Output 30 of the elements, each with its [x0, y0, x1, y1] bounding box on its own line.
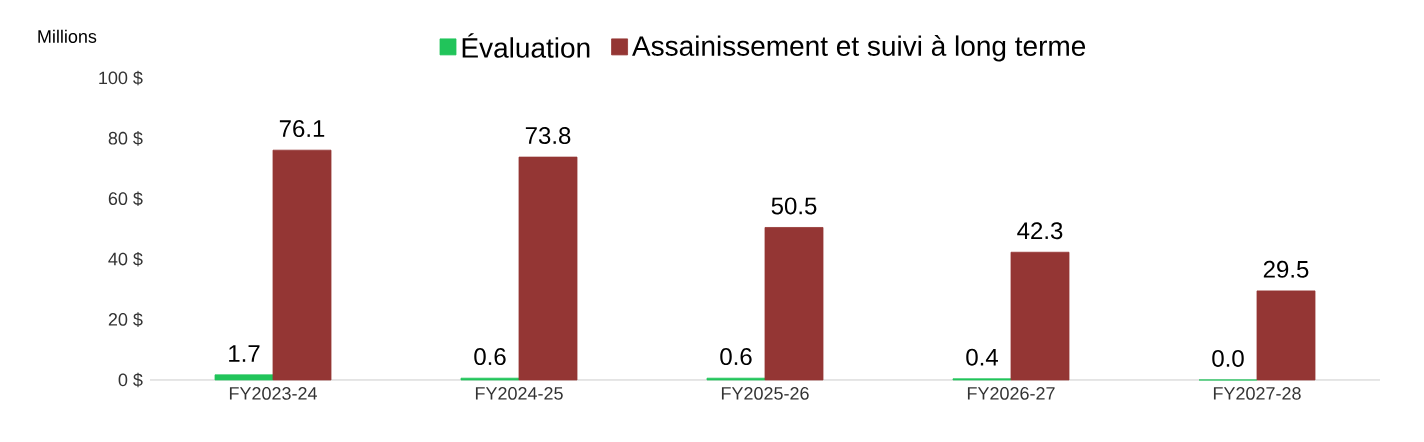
data-label: 42.3 — [1017, 222, 1063, 240]
bar — [272, 149, 332, 381]
bar — [764, 227, 824, 381]
data-label: 50.5 — [771, 197, 817, 215]
legend-label: Assainissement et suivi à long terme — [632, 35, 1086, 62]
data-label: 29.5 — [1263, 260, 1309, 278]
y-tick-label: 100 $ — [99, 70, 143, 86]
data-label: 0.6 — [720, 348, 752, 366]
bar — [214, 374, 274, 381]
data-label: 0.0 — [1212, 349, 1244, 367]
x-tick-label: FY2027-28 — [1213, 387, 1301, 400]
bar — [518, 156, 578, 381]
y-tick-label: 60 $ — [108, 191, 143, 207]
legend-label: Évaluation — [462, 33, 590, 58]
y-axis-title: Millions — [38, 29, 97, 43]
y-tick-label: 80 $ — [108, 131, 143, 146]
data-label: 76.1 — [279, 120, 325, 138]
data-label: 73.8 — [525, 127, 571, 145]
bar — [1010, 251, 1070, 381]
y-tick-label: 40 $ — [108, 251, 143, 267]
x-tick-label: FY2026-27 — [967, 387, 1055, 400]
x-tick-label: FY2025-26 — [721, 387, 809, 400]
x-tick-label: FY2024-25 — [475, 387, 563, 400]
data-label: 0.6 — [474, 348, 506, 366]
bar — [1256, 290, 1316, 381]
y-tick-label: 0 $ — [118, 372, 143, 388]
data-label: 0.4 — [966, 348, 998, 366]
data-label: 1.7 — [229, 345, 260, 362]
x-tick-label: FY2023-24 — [229, 387, 317, 400]
y-tick-label: 20 $ — [108, 312, 143, 327]
